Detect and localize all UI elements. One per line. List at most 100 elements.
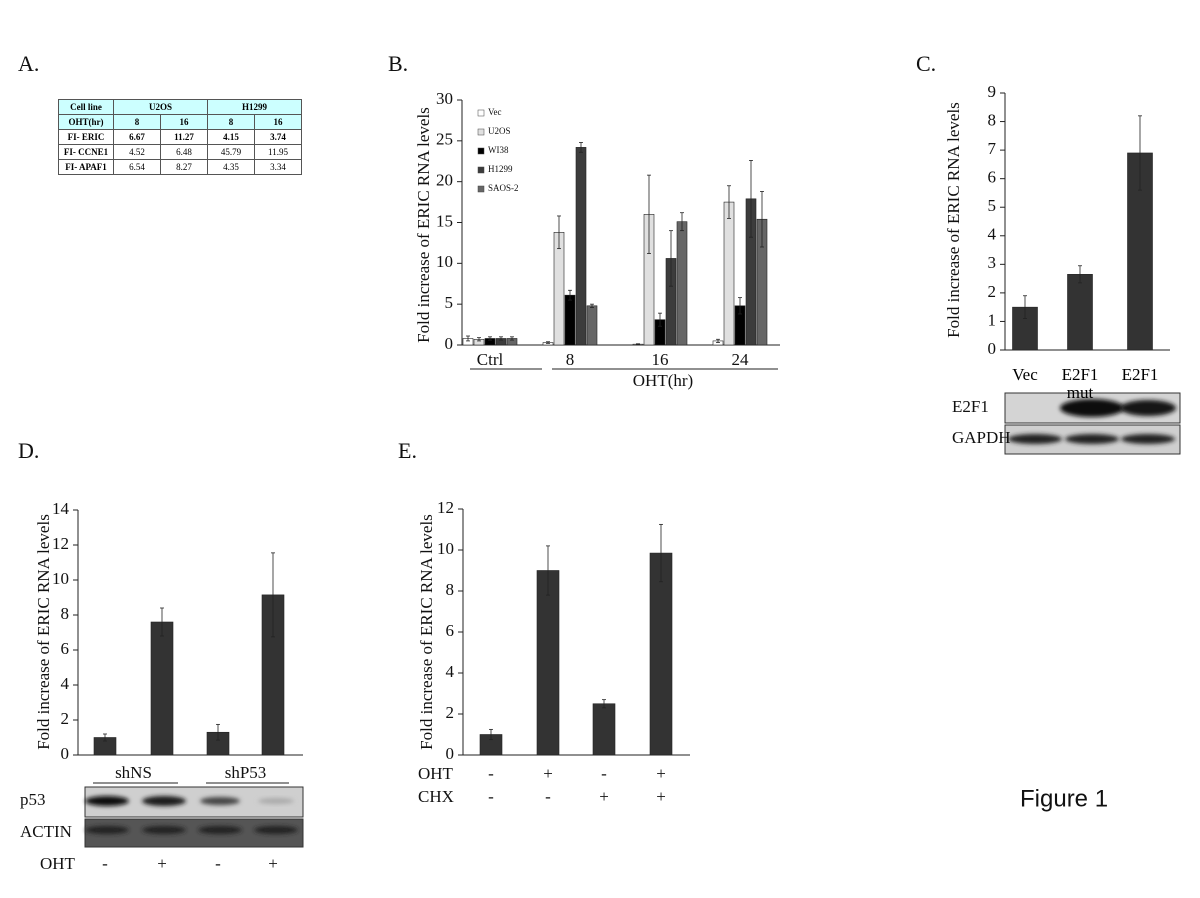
error-bar bbox=[658, 312, 662, 327]
condition-name: CHX bbox=[418, 787, 454, 806]
condition-sign: + bbox=[543, 764, 553, 783]
group-label: shNS bbox=[115, 763, 152, 782]
error-bar bbox=[160, 607, 164, 637]
x-tick-label: E2F1 bbox=[1121, 365, 1159, 384]
y-tick-label: 14 bbox=[52, 499, 70, 518]
legend-swatch bbox=[477, 109, 485, 117]
table-cell: FI- APAF1 bbox=[58, 159, 114, 175]
bar bbox=[564, 294, 576, 346]
error-bar bbox=[738, 297, 742, 315]
panel-label: D. bbox=[18, 438, 39, 463]
x-tick-label: 16 bbox=[652, 350, 669, 369]
y-tick-label: 10 bbox=[436, 252, 453, 271]
table-subheader-cell: 8 bbox=[113, 114, 161, 130]
table-header-row: Cell line U2OS H1299 bbox=[58, 99, 302, 115]
bar bbox=[1067, 274, 1093, 351]
y-tick-label: 30 bbox=[436, 89, 453, 108]
table-cell: 6.54 bbox=[113, 159, 161, 175]
error-bar bbox=[271, 552, 275, 638]
x-tick-label: Vec bbox=[1012, 365, 1038, 384]
table-row: FI- ERIC 6.67 11.27 4.15 3.74 bbox=[58, 129, 302, 145]
y-tick-label: 4 bbox=[446, 662, 455, 681]
blot-label: GAPDH bbox=[952, 428, 1011, 447]
bar bbox=[592, 703, 616, 756]
bar bbox=[723, 201, 735, 346]
y-tick-label: 0 bbox=[446, 744, 455, 763]
table-header-cell: H1299 bbox=[207, 99, 302, 115]
condition-sign: - bbox=[215, 854, 221, 873]
condition-sign: - bbox=[102, 854, 108, 873]
condition-sign: - bbox=[601, 764, 607, 783]
legend-label: SAOS-2 bbox=[488, 183, 519, 193]
y-tick-label: 4 bbox=[61, 674, 70, 693]
legend-label: H1299 bbox=[488, 164, 513, 174]
figure-label: Figure 1 bbox=[1020, 785, 1108, 812]
y-tick-label: 6 bbox=[61, 639, 70, 658]
error-bar bbox=[488, 336, 492, 341]
y-tick-label: 20 bbox=[436, 171, 453, 190]
y-tick-label: 8 bbox=[446, 580, 455, 599]
condition-sign: + bbox=[656, 787, 666, 806]
y-tick-label: 10 bbox=[437, 539, 454, 558]
error-bar bbox=[590, 303, 594, 308]
error-bar bbox=[477, 337, 481, 342]
bar bbox=[553, 232, 565, 346]
table-cell: 4.52 bbox=[113, 144, 161, 160]
bar bbox=[575, 147, 587, 346]
condition-sign: - bbox=[488, 764, 494, 783]
y-tick-label: 5 bbox=[988, 196, 997, 215]
error-bar bbox=[579, 142, 583, 153]
legend-label: Vec bbox=[488, 107, 502, 117]
y-tick-label: 6 bbox=[446, 621, 455, 640]
error-bar bbox=[546, 545, 550, 596]
table-cell: FI- CCNE1 bbox=[58, 144, 114, 160]
y-tick-label: 7 bbox=[988, 139, 997, 158]
panel-label: C. bbox=[916, 51, 936, 76]
error-bar bbox=[499, 336, 503, 341]
error-bar bbox=[727, 185, 731, 219]
table-subheader-row: OHT(hr) 8 16 8 16 bbox=[58, 114, 302, 130]
table-subheader-cell: 8 bbox=[207, 114, 255, 130]
y-axis-label: Fold increase of ERIC RNA levels bbox=[34, 514, 53, 750]
y-tick-label: 5 bbox=[445, 293, 454, 312]
error-bar bbox=[510, 336, 514, 341]
table-header-cell: Cell line bbox=[58, 99, 114, 115]
condition-sign: - bbox=[545, 787, 551, 806]
error-bar bbox=[1023, 295, 1027, 319]
table-subheader-cell: 16 bbox=[254, 114, 302, 130]
y-tick-label: 6 bbox=[988, 168, 997, 187]
x-tick-label: Ctrl bbox=[477, 350, 504, 369]
table-cell: 4.35 bbox=[207, 159, 255, 175]
y-tick-label: 15 bbox=[436, 211, 453, 230]
blot-label: E2F1 bbox=[952, 397, 989, 416]
table-cell: 6.67 bbox=[113, 129, 161, 145]
panel-label: B. bbox=[388, 51, 408, 76]
table-cell: FI- ERIC bbox=[58, 129, 114, 145]
y-tick-label: 2 bbox=[988, 282, 997, 301]
error-bar bbox=[749, 160, 753, 238]
error-bar bbox=[760, 191, 764, 248]
table-cell: 11.27 bbox=[160, 129, 208, 145]
table-cell: 3.74 bbox=[254, 129, 302, 145]
y-tick-label: 1 bbox=[988, 310, 997, 329]
error-bar bbox=[546, 341, 550, 344]
error-bar bbox=[636, 343, 640, 345]
blot-label: ACTIN bbox=[20, 822, 72, 841]
legend-swatch bbox=[477, 166, 485, 174]
error-bar bbox=[1138, 115, 1142, 191]
legend-label: WI38 bbox=[488, 145, 509, 155]
table-subheader-cell: OHT(hr) bbox=[58, 114, 114, 130]
table-cell: 11.95 bbox=[254, 144, 302, 160]
bar bbox=[676, 221, 688, 346]
legend-swatch bbox=[477, 185, 485, 193]
table-header-cell: U2OS bbox=[113, 99, 208, 115]
y-tick-label: 25 bbox=[436, 130, 453, 149]
y-tick-label: 3 bbox=[988, 253, 997, 272]
y-tick-label: 8 bbox=[61, 604, 70, 623]
error-bar bbox=[680, 212, 684, 232]
blot-label: p53 bbox=[20, 790, 46, 809]
error-bar bbox=[669, 230, 673, 287]
blot-d bbox=[84, 786, 304, 848]
